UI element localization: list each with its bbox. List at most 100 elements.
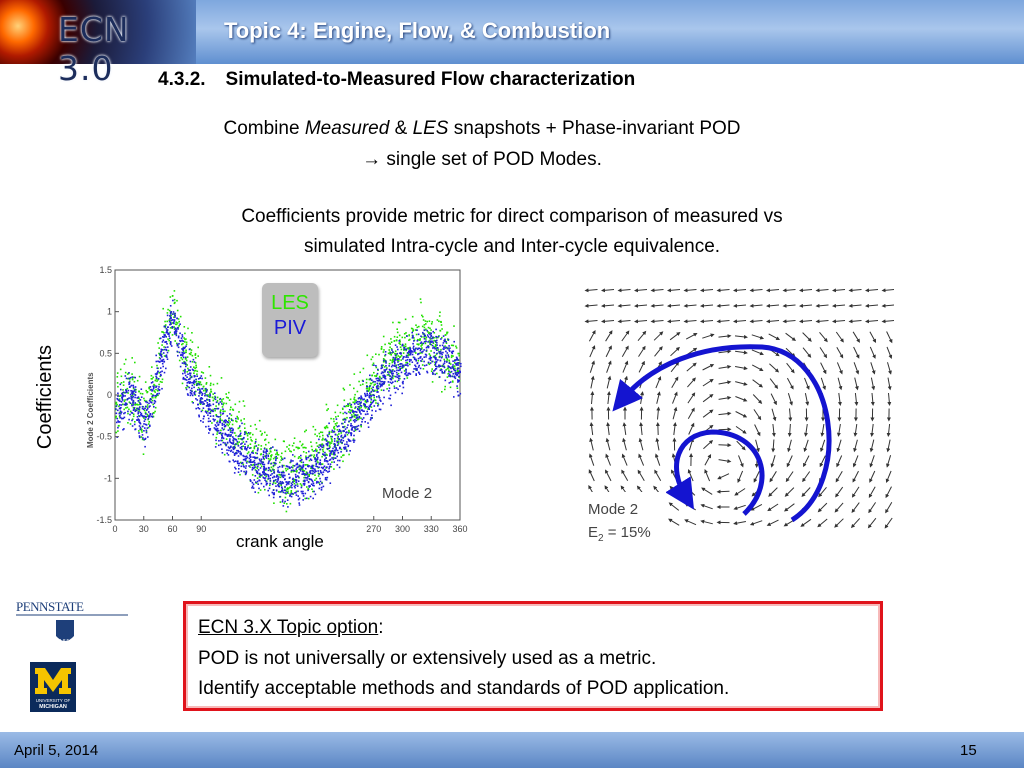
data-point bbox=[136, 407, 139, 410]
data-point bbox=[314, 428, 317, 431]
data-point bbox=[314, 474, 316, 476]
data-point bbox=[262, 450, 265, 452]
data-point bbox=[413, 368, 415, 370]
data-point bbox=[162, 307, 164, 310]
data-point bbox=[342, 412, 344, 415]
data-point bbox=[435, 336, 438, 338]
field-vector bbox=[820, 377, 826, 391]
data-point bbox=[338, 447, 341, 450]
data-point bbox=[218, 421, 221, 423]
data-point bbox=[144, 418, 147, 421]
data-point bbox=[440, 324, 443, 326]
data-point bbox=[140, 412, 143, 415]
field-vector bbox=[716, 319, 730, 324]
field-vector bbox=[836, 439, 842, 453]
pennstate-logo: PENNSTATE 1855 bbox=[16, 599, 128, 645]
data-point bbox=[224, 420, 227, 422]
data-point bbox=[238, 426, 241, 429]
data-point bbox=[363, 403, 365, 405]
data-point bbox=[380, 389, 383, 391]
data-point bbox=[284, 478, 286, 481]
field-vector bbox=[784, 503, 795, 512]
data-point bbox=[277, 476, 280, 478]
michigan-logo: UNIVERSITY OF MICHIGAN bbox=[30, 662, 76, 712]
data-point bbox=[301, 470, 304, 473]
data-point bbox=[443, 366, 446, 369]
data-point bbox=[320, 471, 322, 474]
data-point bbox=[313, 490, 315, 493]
data-point bbox=[152, 396, 154, 399]
data-point bbox=[232, 446, 234, 449]
data-point bbox=[441, 353, 443, 356]
data-point bbox=[217, 429, 220, 432]
data-point bbox=[277, 466, 279, 469]
data-point bbox=[452, 365, 455, 368]
data-point bbox=[124, 395, 126, 397]
data-point bbox=[179, 339, 181, 342]
data-point bbox=[143, 430, 145, 432]
data-point bbox=[181, 351, 183, 354]
data-point bbox=[197, 407, 200, 409]
data-point bbox=[366, 387, 369, 390]
data-point bbox=[172, 319, 174, 321]
data-point bbox=[387, 373, 390, 376]
data-point bbox=[315, 463, 317, 466]
section-title: Simulated-to-Measured Flow characterizat… bbox=[225, 69, 636, 90]
data-point bbox=[448, 362, 451, 364]
data-point bbox=[264, 479, 266, 481]
data-point bbox=[304, 476, 307, 479]
data-point bbox=[191, 332, 193, 334]
data-point bbox=[405, 359, 407, 362]
data-point bbox=[119, 395, 121, 397]
data-point bbox=[408, 354, 410, 356]
data-point bbox=[119, 394, 122, 397]
data-point bbox=[190, 351, 192, 354]
field-vector bbox=[621, 469, 629, 482]
data-point bbox=[374, 381, 376, 383]
data-point bbox=[318, 472, 320, 475]
data-point bbox=[441, 328, 443, 330]
data-point bbox=[425, 354, 428, 356]
field-vector bbox=[683, 319, 697, 324]
data-point bbox=[203, 415, 205, 418]
field-vector bbox=[802, 471, 811, 483]
field-vector bbox=[787, 423, 792, 437]
data-point bbox=[365, 378, 368, 381]
data-point bbox=[397, 372, 400, 375]
data-point bbox=[323, 438, 325, 441]
data-point bbox=[413, 358, 416, 361]
data-point bbox=[265, 467, 268, 470]
data-point bbox=[358, 407, 361, 410]
data-point bbox=[221, 432, 224, 435]
data-point bbox=[390, 354, 392, 356]
data-point bbox=[163, 355, 166, 357]
data-point bbox=[377, 387, 380, 390]
data-point bbox=[280, 484, 282, 487]
data-point bbox=[325, 403, 328, 406]
data-point bbox=[145, 413, 147, 415]
field-vector bbox=[803, 439, 809, 453]
data-point bbox=[305, 457, 308, 459]
data-point bbox=[450, 370, 453, 373]
data-point bbox=[440, 338, 442, 340]
data-point bbox=[173, 290, 176, 292]
data-point bbox=[307, 489, 309, 492]
data-point bbox=[419, 338, 421, 341]
data-point bbox=[221, 422, 224, 425]
data-point bbox=[366, 392, 368, 395]
data-point bbox=[403, 333, 406, 335]
data-point bbox=[177, 318, 180, 320]
data-point bbox=[297, 446, 299, 449]
data-point bbox=[139, 426, 142, 429]
data-point bbox=[392, 381, 394, 383]
data-point bbox=[427, 326, 430, 329]
field-vector bbox=[832, 288, 846, 293]
field-vector bbox=[718, 334, 732, 339]
data-point bbox=[144, 438, 146, 440]
data-point bbox=[275, 455, 277, 458]
data-point bbox=[230, 442, 233, 444]
data-point bbox=[230, 406, 232, 409]
data-point bbox=[382, 389, 385, 392]
data-point bbox=[324, 451, 326, 454]
data-point bbox=[364, 394, 367, 396]
